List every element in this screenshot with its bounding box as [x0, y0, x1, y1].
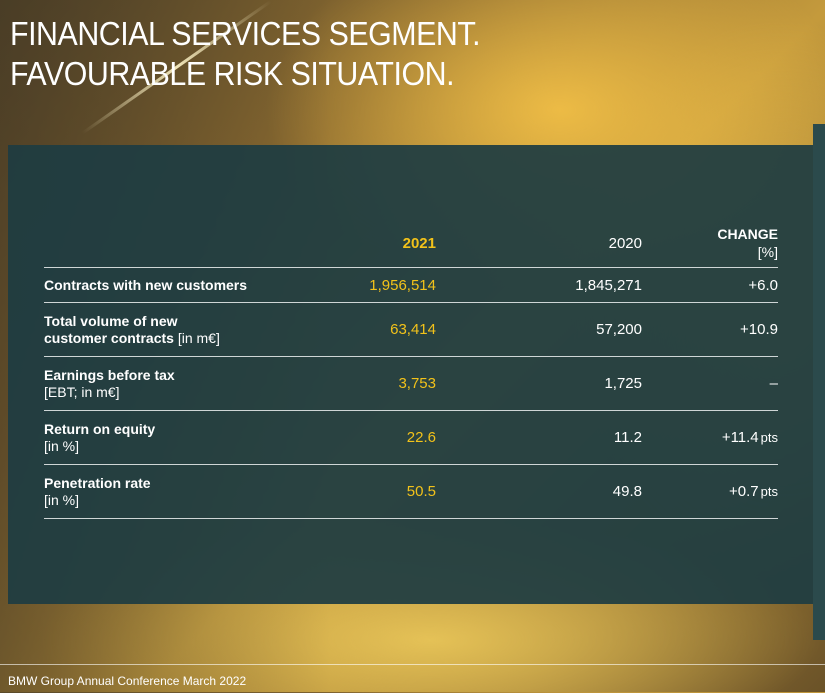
- value-2021: 63,414: [344, 302, 436, 357]
- header-change: CHANGE [%]: [642, 219, 778, 268]
- row-label: Earnings before tax [EBT; in m€]: [44, 356, 344, 411]
- row-label: Contracts with new customers: [44, 267, 344, 303]
- slide-title-line2: FAVOURABLE RISK SITUATION.: [10, 55, 455, 92]
- value-change: +11.4 pts: [642, 410, 778, 465]
- row-label-sub: [in %]: [44, 491, 80, 508]
- value-2020: 1,725: [436, 356, 642, 411]
- change-value: +6.0: [748, 276, 778, 294]
- footer-text: BMW Group Annual Conference March 2022: [8, 674, 247, 688]
- row-label-line2: customer contracts [in m€]: [44, 330, 344, 347]
- table-header-row: 2021 2020 CHANGE [%]: [44, 219, 778, 268]
- footer-bar: BMW Group Annual Conference March 2022: [0, 664, 825, 693]
- row-label-sub: [in %]: [44, 437, 80, 454]
- value-change: +6.0: [642, 267, 778, 303]
- value-2021: 22.6: [344, 410, 436, 465]
- value-2020: 49.8: [436, 464, 642, 519]
- header-change-unit: [%]: [757, 244, 778, 260]
- row-label: Return on equity [in %]: [44, 410, 344, 465]
- value-2021: 3,753: [344, 356, 436, 411]
- row-label-main: Total volume of new: [44, 312, 178, 329]
- table-row: Penetration rate [in %] 50.5 49.8 +0.7 pt…: [44, 464, 778, 519]
- change-unit: pts: [760, 484, 778, 499]
- row-label: Penetration rate [in %]: [44, 464, 344, 519]
- table-row: Earnings before tax [EBT; in m€] 3,753 1…: [44, 356, 778, 411]
- row-label-unit: [in m€]: [177, 329, 220, 346]
- header-2020: 2020: [436, 219, 642, 268]
- table-row: Contracts with new customers 1,956,514 1…: [44, 267, 778, 303]
- background-side-panel: [813, 124, 825, 640]
- header-label-cell: [44, 219, 344, 268]
- row-label-main: Return on equity: [44, 420, 156, 437]
- change-value: +11.4: [721, 429, 759, 446]
- row-label-line2-text: customer contracts: [44, 329, 174, 346]
- header-2021: 2021: [344, 219, 436, 268]
- change-value: –: [769, 375, 778, 392]
- header-change-label: CHANGE: [717, 226, 778, 242]
- slide-title: FINANCIAL SERVICES SEGMENT. FAVOURABLE R…: [10, 14, 481, 94]
- value-2021: 50.5: [344, 464, 436, 519]
- value-2020: 57,200: [436, 302, 642, 357]
- row-label: Total volume of new customer contracts […: [44, 302, 344, 357]
- change-value: +10.9: [740, 321, 778, 338]
- row-label-sub: [EBT; in m€]: [44, 383, 120, 400]
- data-panel: 2021 2020 CHANGE [%] Contracts with new …: [8, 145, 813, 604]
- table-row: Total volume of new customer contracts […: [44, 302, 778, 357]
- row-label-main: Contracts with new customers: [44, 276, 248, 293]
- value-2021: 1,956,514: [344, 267, 436, 303]
- value-change: +0.7 pts: [642, 464, 778, 519]
- value-2020: 1,845,271: [436, 267, 642, 303]
- value-change: +10.9: [642, 302, 778, 357]
- financial-table: 2021 2020 CHANGE [%] Contracts with new …: [44, 219, 778, 519]
- row-label-main: Earnings before tax: [44, 366, 175, 383]
- change-value: +0.7: [729, 483, 759, 500]
- value-change: –: [642, 356, 778, 411]
- row-label-main: Penetration rate: [44, 474, 151, 491]
- value-2020: 11.2: [436, 410, 642, 465]
- table-row: Return on equity [in %] 22.6 11.2 +11.4 p…: [44, 410, 778, 465]
- change-unit: pts: [760, 430, 778, 445]
- slide-title-line1: FINANCIAL SERVICES SEGMENT.: [10, 15, 481, 52]
